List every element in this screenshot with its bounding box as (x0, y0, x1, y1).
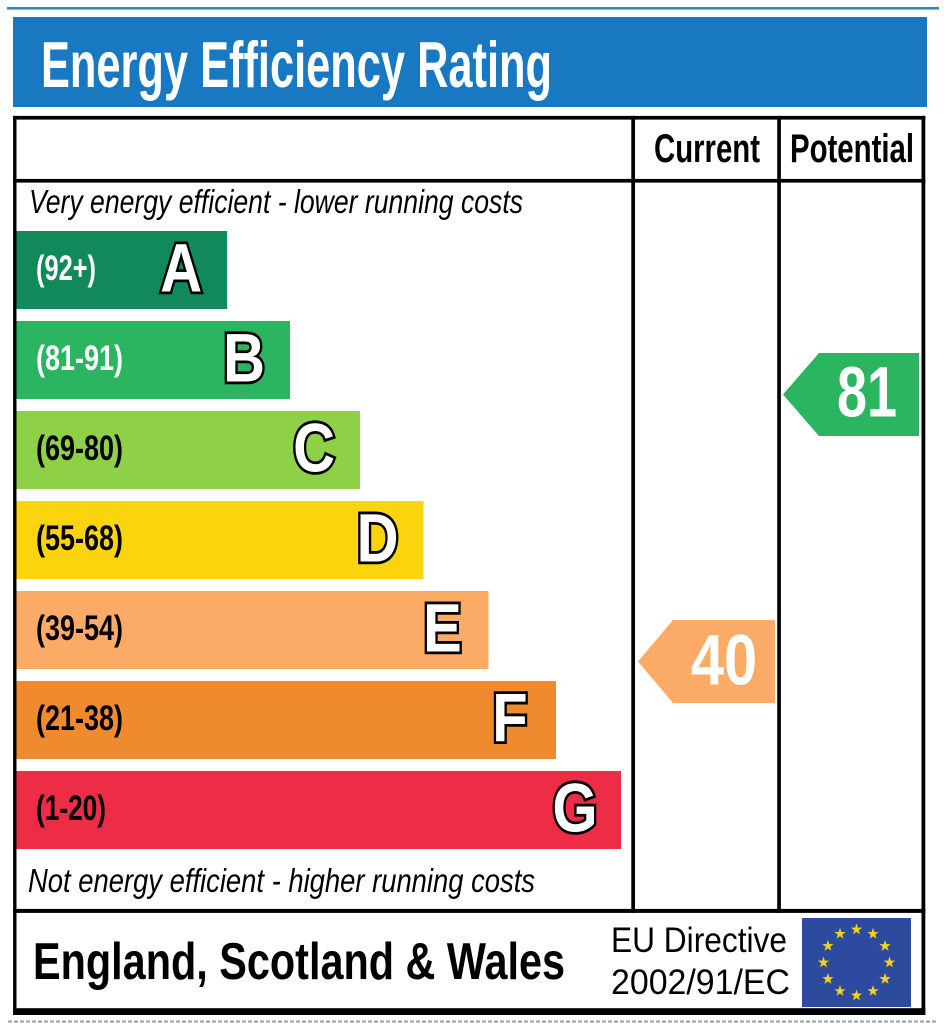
svg-text:(81-91): (81-91) (36, 338, 123, 378)
svg-text:C: C (293, 409, 335, 487)
svg-text:England, Scotland & Wales: England, Scotland & Wales (33, 933, 565, 991)
svg-text:(55-68): (55-68) (36, 518, 123, 558)
svg-text:A: A (160, 229, 202, 307)
svg-text:G: G (552, 769, 597, 847)
svg-text:Not energy efficient - higher: Not energy efficient - higher running co… (28, 863, 535, 900)
svg-text:(21-38): (21-38) (36, 698, 123, 738)
svg-text:(92+): (92+) (36, 248, 96, 288)
svg-text:Potential: Potential (790, 127, 914, 171)
svg-text:F: F (492, 679, 527, 757)
svg-text:40: 40 (691, 621, 757, 700)
svg-text:E: E (423, 589, 462, 667)
svg-text:Current: Current (654, 127, 760, 171)
svg-text:Very energy efficient - lower: Very energy efficient - lower running co… (29, 184, 523, 221)
svg-text:D: D (357, 499, 399, 577)
svg-text:2002/91/EC: 2002/91/EC (611, 962, 790, 1002)
svg-text:B: B (223, 319, 265, 397)
svg-text:EU Directive: EU Directive (611, 920, 787, 960)
svg-text:(1-20): (1-20) (36, 788, 106, 828)
svg-text:(69-80): (69-80) (36, 428, 123, 468)
svg-text:(39-54): (39-54) (36, 608, 123, 648)
svg-text:81: 81 (837, 353, 897, 432)
svg-text:Energy Efficiency Rating: Energy Efficiency Rating (41, 28, 552, 101)
